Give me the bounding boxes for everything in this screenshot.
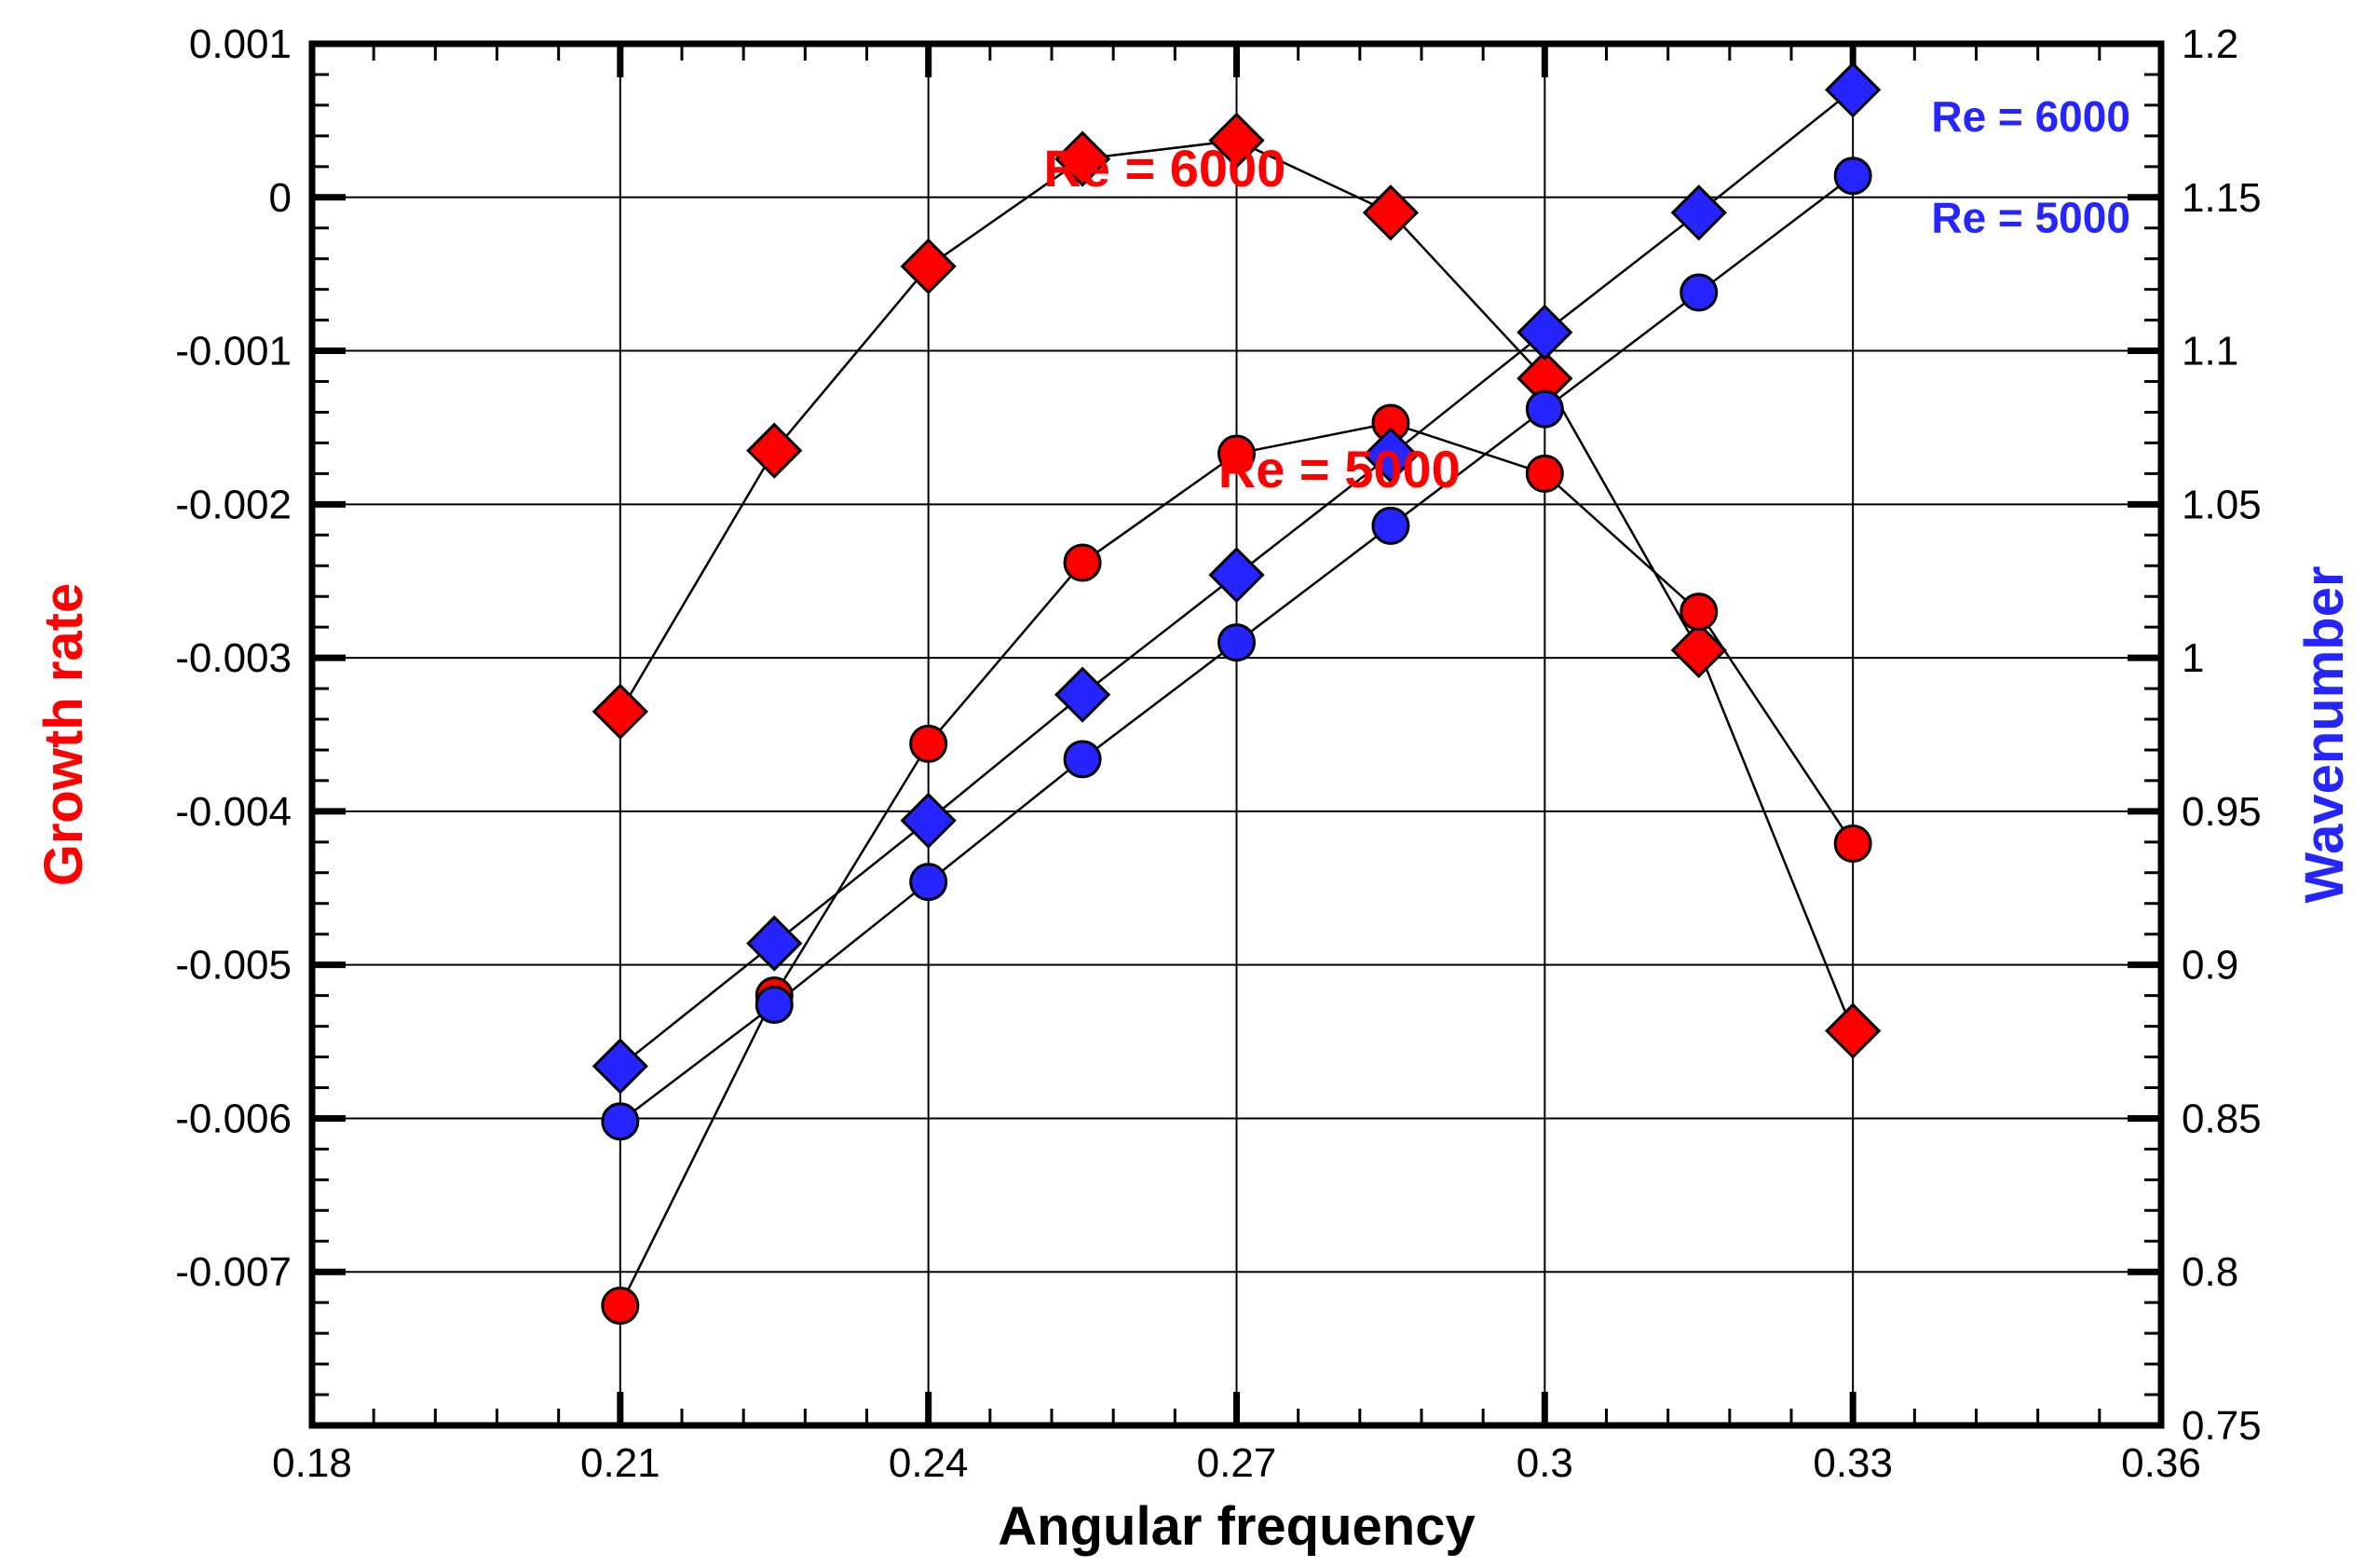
- right-tick-label: 0.75: [2182, 1403, 2262, 1449]
- series-0-diamond-marker: [900, 238, 957, 295]
- series-markers: [592, 61, 1882, 1325]
- right-tick-label: 1.2: [2182, 21, 2238, 67]
- series-1-circle-marker: [1217, 434, 1256, 473]
- right-tick-label: 1.1: [2182, 329, 2238, 375]
- series-3-circle-marker: [909, 863, 948, 902]
- series-3-circle-marker: [1525, 389, 1564, 429]
- right-axis-title: Wavenumber: [2294, 565, 2355, 903]
- annotation-re-label: Re = 5000: [1218, 440, 1461, 498]
- series-3-circle-marker: [1371, 506, 1410, 545]
- right-tick-label: 0.85: [2182, 1096, 2262, 1141]
- left-tick-label: -0.001: [175, 329, 292, 375]
- x-tick-label: 0.27: [1197, 1440, 1277, 1486]
- series-2-diamond-marker: [1825, 61, 1882, 118]
- plot-frame: [308, 40, 2165, 1429]
- series-2-diamond-marker: [1362, 427, 1420, 484]
- right-tick-label: 1.15: [2182, 175, 2262, 221]
- annotation-re-label: Re = 6000: [1931, 92, 2130, 141]
- series-0-diamond-marker: [592, 683, 648, 740]
- series-1-circle-marker: [1525, 454, 1564, 493]
- left-tick-label: -0.007: [175, 1249, 292, 1295]
- series-1-circle-marker: [1833, 824, 1872, 863]
- left-tick-label: -0.002: [175, 482, 292, 527]
- series-2-diamond-marker: [900, 792, 957, 849]
- x-tick-label: 0.33: [1813, 1440, 1893, 1486]
- series-3-circle-marker: [1217, 623, 1256, 662]
- left-tick-label: -0.005: [175, 943, 292, 988]
- x-tick-label: 0.3: [1516, 1440, 1573, 1486]
- annotation-re-label: Re = 5000: [1931, 194, 2130, 242]
- series-1-circle-marker: [1063, 543, 1102, 582]
- series-0-diamond-marker: [1054, 130, 1111, 187]
- x-tick-label: 0.24: [889, 1440, 969, 1486]
- x-tick-label: 0.21: [580, 1440, 660, 1486]
- series-3-circle-marker: [1833, 157, 1872, 196]
- series-2-diamond-marker: [746, 915, 803, 972]
- series-1-circle-marker: [909, 724, 948, 763]
- left-tick-labels: 0.001 0 -0.001 -0.002 -0.003 -0.004 -0.005 -0.0…: [175, 21, 292, 1295]
- right-tick-labels: 1.2 1.15 1.1 1.05 1 0.95 0.9 0.85 0.8 0.75: [2182, 21, 2262, 1449]
- annotation-re-label: Re = 6000: [1043, 139, 1285, 198]
- series-3-circle-marker: [1063, 740, 1102, 779]
- series-0-diamond-marker: [1362, 184, 1420, 241]
- series-2-diamond-marker: [592, 1038, 648, 1095]
- x-tick-labels: 0.18 0.21 0.24 0.27 0.3 0.33 0.36: [272, 1440, 2201, 1486]
- left-tick-label: -0.004: [175, 789, 292, 835]
- series-0-diamond-marker: [746, 422, 803, 479]
- x-axis-title: Angular frequency: [998, 1496, 1475, 1557]
- left-tick-label: 0.001: [189, 21, 292, 67]
- series-2-diamond-marker: [1516, 304, 1573, 361]
- left-axis-title: Growth rate: [34, 583, 94, 887]
- series-3-circle-marker: [1680, 273, 1719, 312]
- left-tick-label: 0: [269, 175, 292, 221]
- series-3-circle-marker: [755, 986, 794, 1025]
- series-1-circle-marker: [601, 1286, 640, 1325]
- series-3-circle-marker: [601, 1102, 640, 1141]
- x-tick-label: 0.36: [2121, 1440, 2201, 1486]
- right-tick-label: 0.8: [2182, 1249, 2238, 1295]
- left-tick-label: -0.003: [175, 635, 292, 681]
- right-tick-label: 0.95: [2182, 789, 2262, 835]
- right-tick-label: 0.9: [2182, 943, 2238, 988]
- right-tick-label: 1: [2182, 635, 2204, 681]
- series-2-diamond-marker: [1208, 547, 1265, 604]
- right-tick-label: 1.05: [2182, 482, 2262, 527]
- left-tick-label: -0.006: [175, 1096, 292, 1141]
- series-0-diamond-marker: [1670, 621, 1727, 678]
- series-0-diamond-marker: [1208, 112, 1265, 169]
- series-0-diamond-marker: [1825, 1002, 1882, 1059]
- annotations: Re = 6000 Re = 5000 Re = 6000 Re = 5000: [1043, 92, 2130, 498]
- series-2-diamond-marker: [1670, 184, 1727, 241]
- series-1-circle-marker: [1680, 593, 1719, 632]
- x-tick-label: 0.18: [272, 1440, 352, 1486]
- series-2-diamond-marker: [1054, 666, 1111, 723]
